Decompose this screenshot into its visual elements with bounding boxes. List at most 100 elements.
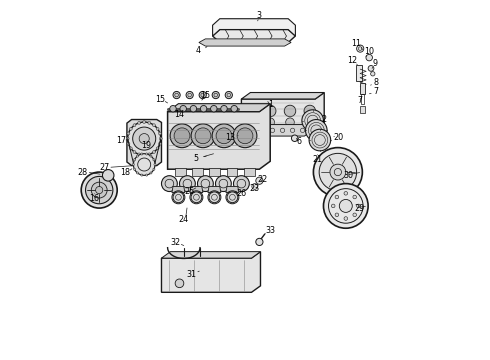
Circle shape xyxy=(191,124,215,148)
Circle shape xyxy=(133,168,136,170)
Circle shape xyxy=(138,153,141,156)
Circle shape xyxy=(129,127,132,130)
Text: 15: 15 xyxy=(200,91,211,100)
Circle shape xyxy=(179,176,196,192)
Circle shape xyxy=(81,172,117,208)
Text: 7: 7 xyxy=(357,96,362,105)
Polygon shape xyxy=(162,252,261,292)
Circle shape xyxy=(136,155,139,157)
Circle shape xyxy=(252,184,258,189)
Circle shape xyxy=(173,91,180,99)
Text: 11: 11 xyxy=(352,39,362,48)
Polygon shape xyxy=(175,168,186,176)
Circle shape xyxy=(305,118,314,127)
Circle shape xyxy=(212,124,236,148)
Circle shape xyxy=(209,192,220,203)
Circle shape xyxy=(152,150,155,153)
Text: 6: 6 xyxy=(296,138,301,147)
Text: 18: 18 xyxy=(121,168,130,177)
Circle shape xyxy=(245,105,256,117)
Circle shape xyxy=(141,174,143,176)
Circle shape xyxy=(370,72,375,76)
Polygon shape xyxy=(227,168,238,176)
Circle shape xyxy=(227,192,238,203)
Polygon shape xyxy=(244,168,255,176)
Text: 12: 12 xyxy=(347,56,357,65)
Circle shape xyxy=(158,132,161,135)
Circle shape xyxy=(305,120,327,141)
Circle shape xyxy=(302,110,323,131)
Polygon shape xyxy=(222,125,313,136)
Circle shape xyxy=(156,127,159,130)
Text: 30: 30 xyxy=(343,171,353,180)
Polygon shape xyxy=(199,39,291,46)
Circle shape xyxy=(246,118,255,127)
Circle shape xyxy=(344,217,347,220)
Text: 4: 4 xyxy=(196,46,201,55)
Circle shape xyxy=(133,154,155,175)
Circle shape xyxy=(180,105,186,112)
Text: 25: 25 xyxy=(184,187,195,196)
Text: 10: 10 xyxy=(364,47,374,56)
Text: 20: 20 xyxy=(334,134,343,143)
Circle shape xyxy=(141,153,143,155)
Text: 2: 2 xyxy=(321,115,327,124)
Circle shape xyxy=(129,147,132,150)
Polygon shape xyxy=(242,93,324,133)
Circle shape xyxy=(150,172,152,174)
Text: 3: 3 xyxy=(257,11,262,20)
Text: 26: 26 xyxy=(236,189,246,198)
Circle shape xyxy=(150,155,152,157)
Polygon shape xyxy=(127,120,162,166)
Text: 28: 28 xyxy=(77,168,87,177)
Circle shape xyxy=(138,121,141,124)
Circle shape xyxy=(139,134,149,144)
Text: 16: 16 xyxy=(90,194,99,202)
Circle shape xyxy=(86,176,113,204)
Circle shape xyxy=(143,121,146,123)
Text: 14: 14 xyxy=(174,110,184,119)
Circle shape xyxy=(231,105,238,112)
Circle shape xyxy=(199,91,206,99)
Circle shape xyxy=(319,153,357,191)
Circle shape xyxy=(314,148,363,197)
Circle shape xyxy=(146,174,147,176)
Circle shape xyxy=(216,176,231,192)
Text: 27: 27 xyxy=(99,163,110,172)
Circle shape xyxy=(256,238,263,246)
Circle shape xyxy=(353,195,357,199)
Bar xyxy=(356,65,363,81)
Circle shape xyxy=(357,45,364,52)
Bar xyxy=(360,106,365,113)
Circle shape xyxy=(366,54,372,61)
Polygon shape xyxy=(172,186,185,193)
Text: 32: 32 xyxy=(171,238,181,247)
Circle shape xyxy=(174,128,190,144)
Bar xyxy=(361,94,364,104)
Text: 31: 31 xyxy=(187,270,196,279)
Circle shape xyxy=(225,91,232,99)
Circle shape xyxy=(339,199,352,212)
Text: 5: 5 xyxy=(194,154,199,163)
Polygon shape xyxy=(190,186,203,193)
Bar xyxy=(360,83,365,94)
Polygon shape xyxy=(209,168,220,176)
Circle shape xyxy=(96,186,103,194)
Circle shape xyxy=(91,182,107,198)
Circle shape xyxy=(335,213,339,217)
Circle shape xyxy=(132,163,134,166)
Circle shape xyxy=(127,122,161,155)
Circle shape xyxy=(162,176,177,192)
Circle shape xyxy=(330,164,346,180)
Circle shape xyxy=(216,128,232,144)
Polygon shape xyxy=(213,30,295,42)
Circle shape xyxy=(191,192,202,203)
Circle shape xyxy=(102,170,114,181)
Polygon shape xyxy=(213,19,295,36)
Circle shape xyxy=(195,128,211,144)
Circle shape xyxy=(133,159,136,161)
Text: 9: 9 xyxy=(373,59,378,68)
Circle shape xyxy=(148,153,151,156)
Text: 7: 7 xyxy=(373,87,379,96)
Circle shape xyxy=(331,204,335,208)
